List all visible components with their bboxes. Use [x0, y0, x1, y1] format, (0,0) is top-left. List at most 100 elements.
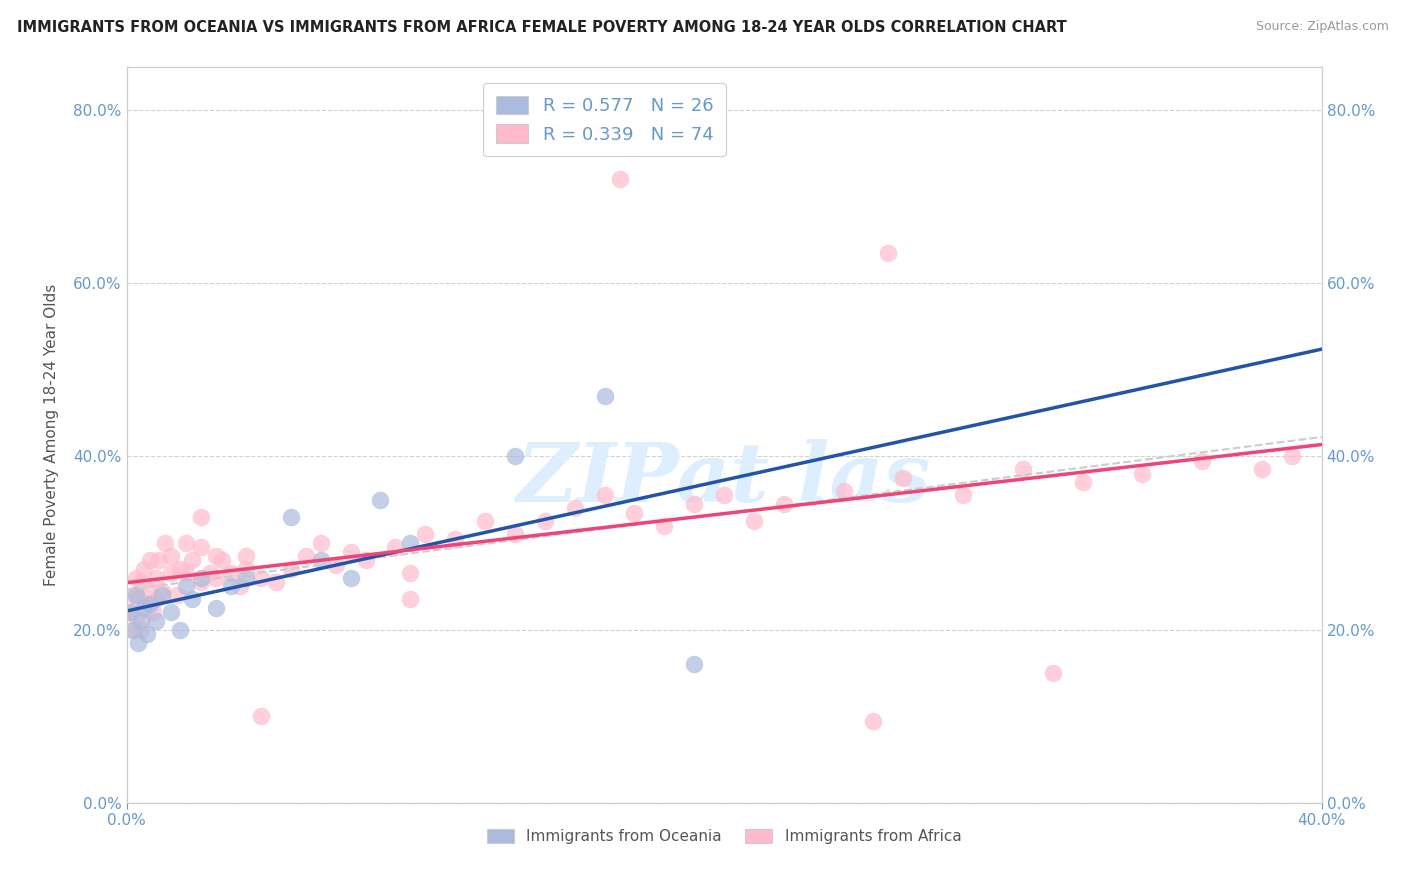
Point: [503, 450, 526, 464]
Point: [134, 562, 156, 576]
Point: [169, 562, 191, 576]
Point: [145, 614, 167, 628]
Point: [200, 566, 222, 581]
Point: [124, 588, 146, 602]
Point: [121, 588, 143, 602]
Point: [160, 566, 183, 581]
Point: [235, 571, 257, 585]
Point: [280, 510, 302, 524]
Point: [280, 562, 302, 576]
Point: [131, 623, 153, 637]
Text: IMMIGRANTS FROM OCEANIA VS IMMIGRANTS FROM AFRICA FEMALE POVERTY AMONG 18-24 YEA: IMMIGRANTS FROM OCEANIA VS IMMIGRANTS FR…: [17, 20, 1067, 35]
Point: [118, 605, 141, 619]
Point: [713, 488, 735, 502]
Point: [219, 579, 242, 593]
Point: [139, 553, 162, 567]
Point: [142, 605, 165, 619]
Point: [832, 484, 855, 499]
Point: [250, 709, 273, 723]
Point: [219, 566, 242, 581]
Point: [773, 497, 796, 511]
Point: [952, 488, 974, 502]
Point: [354, 553, 377, 567]
Point: [474, 515, 496, 529]
Point: [1191, 454, 1213, 468]
Point: [683, 657, 706, 672]
Point: [264, 574, 287, 589]
Point: [399, 566, 422, 581]
Point: [503, 527, 526, 541]
Point: [1130, 467, 1153, 481]
Point: [399, 536, 422, 550]
Point: [893, 471, 915, 485]
Y-axis label: Female Poverty Among 18-24 Year Olds: Female Poverty Among 18-24 Year Olds: [45, 284, 59, 586]
Point: [190, 571, 212, 585]
Point: [325, 558, 347, 572]
Point: [742, 515, 765, 529]
Point: [118, 605, 141, 619]
Point: [294, 549, 316, 563]
Point: [152, 583, 174, 598]
Point: [1251, 462, 1274, 476]
Text: Source: ZipAtlas.com: Source: ZipAtlas.com: [1256, 20, 1389, 33]
Point: [229, 579, 252, 593]
Point: [415, 527, 437, 541]
Point: [309, 536, 332, 550]
Point: [181, 553, 204, 567]
Point: [190, 541, 212, 555]
Point: [1011, 462, 1033, 476]
Point: [877, 246, 900, 260]
Point: [124, 609, 146, 624]
Point: [127, 592, 149, 607]
Point: [145, 571, 167, 585]
Point: [174, 566, 197, 581]
Point: [211, 553, 233, 567]
Point: [131, 574, 153, 589]
Point: [235, 549, 257, 563]
Point: [148, 553, 170, 567]
Point: [609, 172, 631, 186]
Point: [139, 583, 162, 598]
Text: ZIPat las: ZIPat las: [517, 439, 931, 519]
Point: [862, 714, 884, 728]
Point: [139, 597, 162, 611]
Point: [370, 492, 392, 507]
Point: [127, 635, 149, 649]
Point: [564, 501, 586, 516]
Point: [399, 592, 422, 607]
Point: [160, 605, 183, 619]
Point: [309, 553, 332, 567]
Point: [593, 389, 616, 403]
Point: [136, 627, 159, 641]
Point: [339, 545, 361, 559]
Point: [160, 549, 183, 563]
Point: [593, 488, 616, 502]
Point: [652, 518, 675, 533]
Point: [121, 623, 143, 637]
Point: [124, 571, 146, 585]
Point: [205, 549, 228, 563]
Point: [683, 497, 706, 511]
Point: [623, 506, 645, 520]
Point: [205, 601, 228, 615]
Point: [190, 510, 212, 524]
Point: [1042, 665, 1064, 680]
Point: [1281, 450, 1303, 464]
Point: [121, 623, 143, 637]
Point: [190, 574, 212, 589]
Point: [166, 588, 188, 602]
Point: [181, 592, 204, 607]
Point: [134, 601, 156, 615]
Point: [174, 536, 197, 550]
Point: [136, 597, 159, 611]
Point: [1071, 475, 1094, 490]
Point: [152, 588, 174, 602]
Point: [250, 571, 273, 585]
Legend: Immigrants from Oceania, Immigrants from Africa: Immigrants from Oceania, Immigrants from…: [481, 823, 967, 850]
Point: [339, 571, 361, 585]
Point: [169, 623, 191, 637]
Point: [155, 536, 177, 550]
Point: [174, 579, 197, 593]
Point: [235, 562, 257, 576]
Point: [384, 541, 406, 555]
